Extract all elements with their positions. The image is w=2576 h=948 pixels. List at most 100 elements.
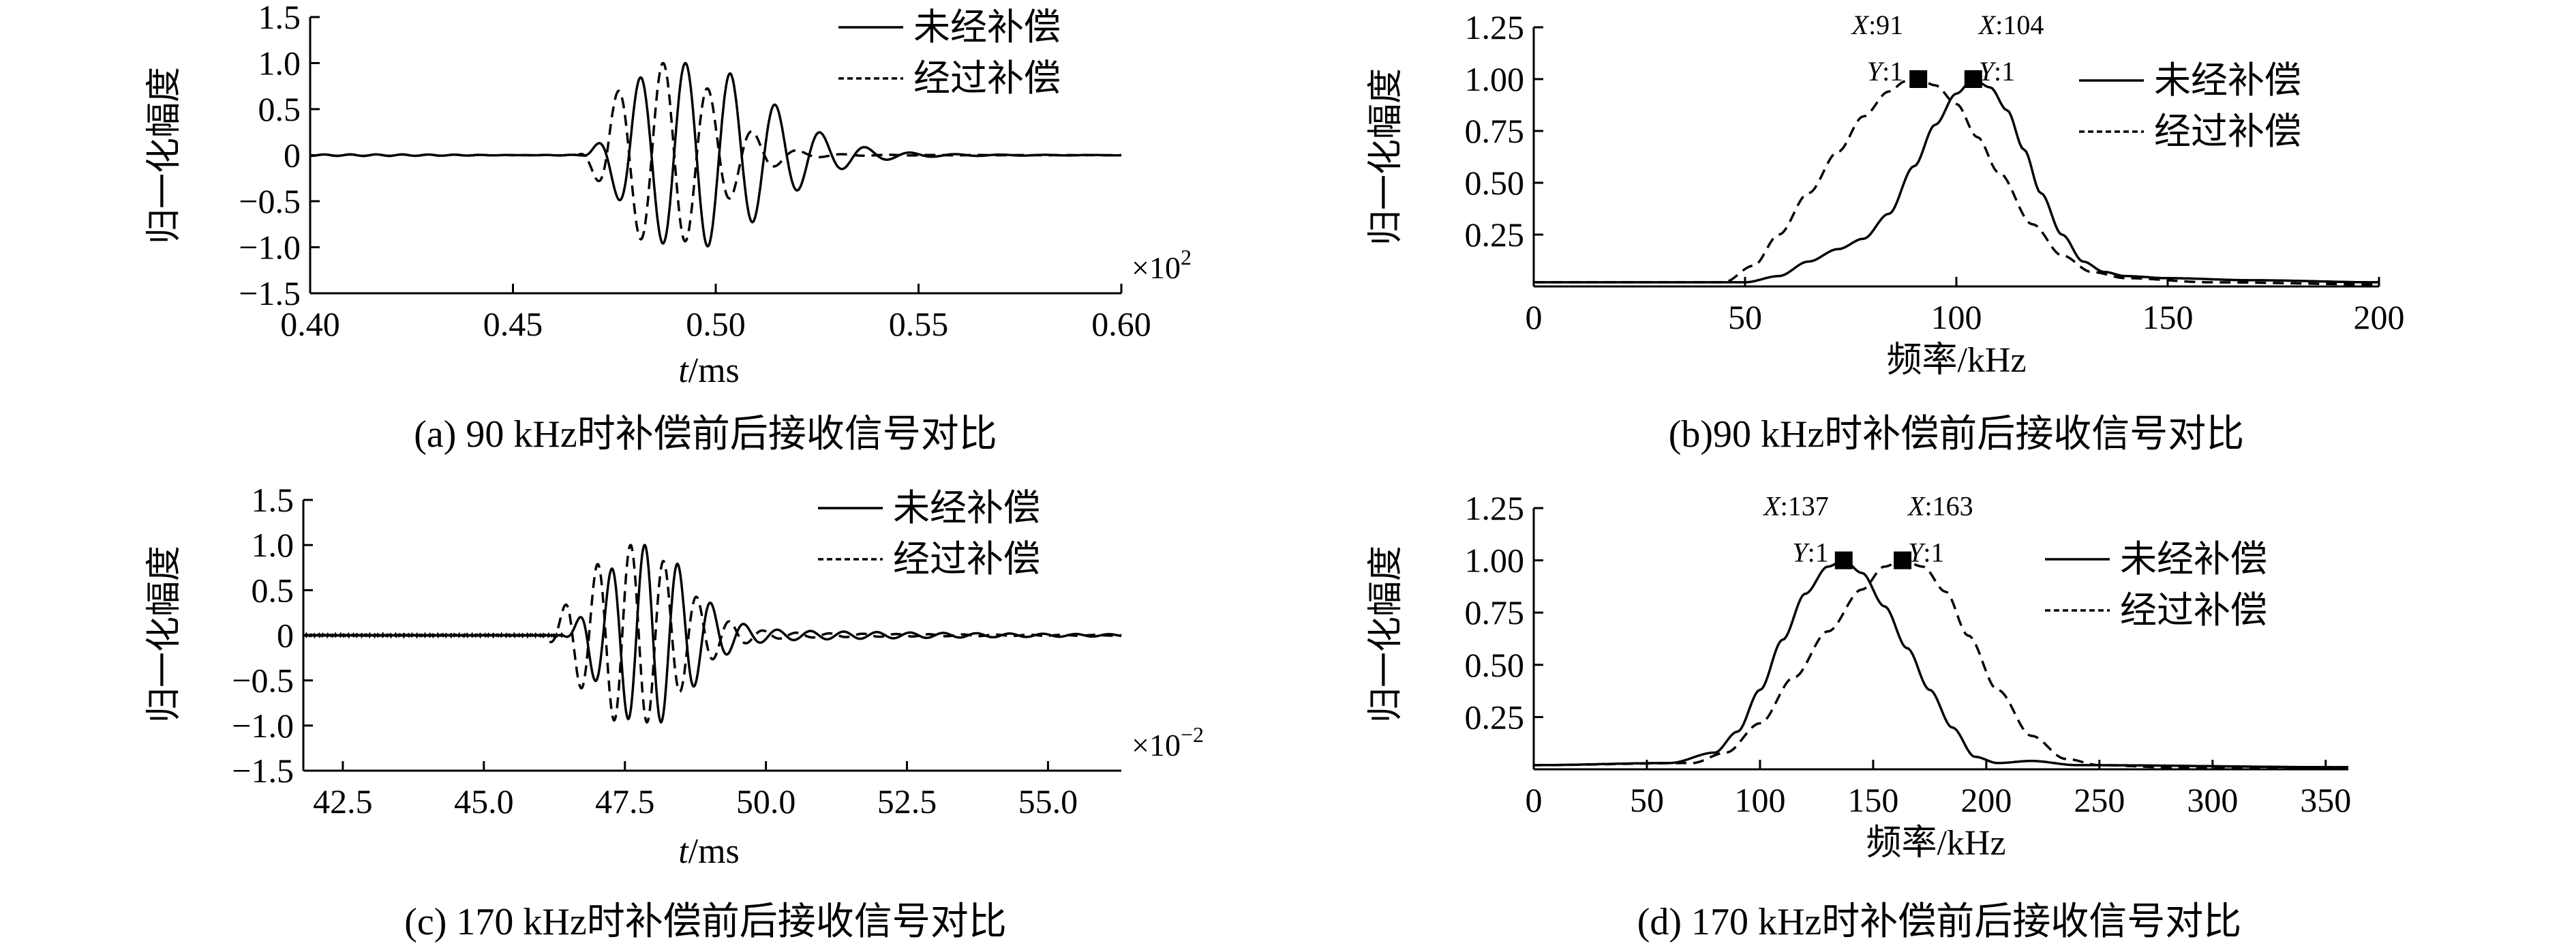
y-tick-label: 0.75 xyxy=(1465,112,1525,150)
y-tick-label: 0.5 xyxy=(252,571,294,609)
peak-marker xyxy=(1909,70,1928,88)
legend-label-compensated: 经过补偿 xyxy=(913,58,1061,99)
legend-label-uncompensated: 未经补偿 xyxy=(913,7,1061,48)
x-axis-label: 频率/kHz xyxy=(1866,824,2005,863)
x-tick-label: 52.5 xyxy=(877,782,937,820)
peak-label-x-val: :104 xyxy=(1995,10,2044,40)
x-tick-label: 0 xyxy=(1526,298,1543,336)
peak-label-y-val: :1 xyxy=(1882,56,1903,87)
y-tick-label: 1.5 xyxy=(258,0,301,36)
peak-marker xyxy=(1894,551,1912,569)
x-tick-label: 100 xyxy=(1734,781,1785,819)
x-tick-label: 0.50 xyxy=(686,305,746,343)
x-tick-label: 0.55 xyxy=(889,305,949,343)
x-tick-label: 0 xyxy=(1526,781,1543,819)
y-tick-label: 1.0 xyxy=(258,44,301,83)
y-tick-label: 1.00 xyxy=(1465,60,1525,98)
legend-label-uncompensated: 未经补偿 xyxy=(2120,539,2267,580)
x-tick-label: 45.0 xyxy=(454,782,514,820)
x-tick-label: 0.45 xyxy=(483,305,543,343)
legend-label-compensated: 经过补偿 xyxy=(2154,111,2301,152)
chart-d: 1.25 1.00 0.75 0.50 0.25 0 50 100 150 200 250 300 35… xyxy=(1367,489,2351,943)
y-tick-label: −1.0 xyxy=(239,228,301,267)
y-tick-label: −0.5 xyxy=(239,182,301,220)
chart-b: 1.25 1.00 0.75 0.50 0.25 0 50 100 150 200 归一化幅度频率/… xyxy=(1367,8,2405,456)
y-tick-label: 0.50 xyxy=(1465,646,1525,684)
x-tick-label: 0.40 xyxy=(280,305,340,343)
multiplier-base: ×10 xyxy=(1132,250,1181,285)
y-axis-label: 归一化幅度 xyxy=(1367,546,1406,723)
y-tick-label: 0.75 xyxy=(1465,593,1525,632)
y-tick-label: 1.5 xyxy=(252,481,294,519)
multiplier-exponent: −2 xyxy=(1181,722,1204,747)
x-axis-label: 频率/kHz xyxy=(1886,341,2026,380)
peak-label-x-val: :137 xyxy=(1781,491,1829,522)
x-tick-label: 350 xyxy=(2300,781,2351,819)
peak-label-x-val: :91 xyxy=(1868,10,1903,40)
x-axis-label-unit: /ms xyxy=(688,832,740,871)
series-line-uncompensated xyxy=(1534,78,2379,284)
x-tick-label: 42.5 xyxy=(313,782,373,820)
multiplier-base: ×10 xyxy=(1132,728,1181,762)
y-tick-label: 0.50 xyxy=(1465,164,1525,202)
legend-label-uncompensated: 未经补偿 xyxy=(893,488,1040,529)
multiplier-exponent: 2 xyxy=(1181,245,1192,269)
chart-c: 1.5 1.0 0.5 0 −0.5 −1.0 −1.5 42.5 45.0 47.5 50.0 52… xyxy=(145,481,1204,943)
peak-label-x: X:137 xyxy=(1762,491,1829,522)
peak-label-y-var: Y xyxy=(1792,537,1810,568)
peak-marker xyxy=(1964,70,1982,88)
peak-label-x: X:91 xyxy=(1851,10,1904,40)
peak-label-y-val: :1 xyxy=(1808,537,1829,568)
peak-label-x-var: X xyxy=(1978,10,1997,40)
x-tick-label: 50.0 xyxy=(736,782,796,820)
x-tick-label: 55.0 xyxy=(1018,782,1078,820)
y-tick-label: 1.0 xyxy=(252,526,294,564)
series-line-compensated xyxy=(310,61,1121,243)
y-tick-label: 1.00 xyxy=(1465,542,1525,580)
y-axis-label: 归一化幅度 xyxy=(145,67,184,244)
y-tick-label: 0.25 xyxy=(1465,216,1525,254)
legend-label-compensated: 经过补偿 xyxy=(2120,590,2267,631)
y-tick-label: 0.25 xyxy=(1465,698,1525,736)
x-tick-label: 200 xyxy=(2354,298,2405,336)
y-tick-label: −0.5 xyxy=(232,662,294,700)
series-line-compensated xyxy=(1534,559,2348,769)
y-tick-label: 0 xyxy=(277,617,294,655)
series-line-compensated xyxy=(303,543,1121,724)
figure-caption: (b)90 kHz时补偿前后接收信号对比 xyxy=(1669,413,2245,456)
series-line-uncompensated xyxy=(1534,559,2348,769)
peak-label-x: X:104 xyxy=(1978,10,2044,40)
peak-label-x-var: X xyxy=(1851,10,1870,40)
peak-label-x-var: X xyxy=(1762,491,1781,522)
legend-label-compensated: 经过补偿 xyxy=(893,539,1040,580)
peak-label-y: Y:1 xyxy=(1867,56,1903,87)
x-tick-label: 47.5 xyxy=(595,782,655,820)
x-axis-label: t/ms xyxy=(678,832,740,871)
x-tick-label: 300 xyxy=(2187,781,2238,819)
x-tick-label: 50 xyxy=(1728,298,1762,336)
peak-label-y-val: :1 xyxy=(1923,537,1944,568)
y-tick-label: 0.5 xyxy=(258,90,301,128)
y-tick-label: −1.5 xyxy=(232,752,294,790)
x-tick-label: 100 xyxy=(1931,298,1982,336)
y-tick-label: 1.25 xyxy=(1465,489,1525,527)
peak-label-y-var: Y xyxy=(1867,56,1885,87)
peak-label-y-var: Y xyxy=(1979,56,1997,87)
x-tick-label: 150 xyxy=(1847,781,1898,819)
x-axis-label: t/ms xyxy=(678,351,740,390)
y-tick-label: 0 xyxy=(284,136,301,175)
peak-label-x-var: X xyxy=(1907,491,1926,522)
axis-multiplier: ×10−2 xyxy=(1132,722,1204,762)
y-tick-label: 1.25 xyxy=(1465,8,1525,46)
figure-caption: (a) 90 kHz时补偿前后接收信号对比 xyxy=(414,413,997,456)
y-axis-label: 归一化幅度 xyxy=(145,546,184,723)
x-axis-label-var: t xyxy=(678,351,689,390)
y-tick-label: −1.5 xyxy=(239,274,301,312)
peak-label-x: X:163 xyxy=(1907,491,1973,522)
peak-label-y-var: Y xyxy=(1908,537,1926,568)
axis-multiplier: ×102 xyxy=(1132,245,1192,285)
y-axis-label: 归一化幅度 xyxy=(1367,68,1406,246)
figure-caption: (c) 170 kHz时补偿前后接收信号对比 xyxy=(404,901,1006,943)
x-tick-label: 200 xyxy=(1960,781,2012,819)
